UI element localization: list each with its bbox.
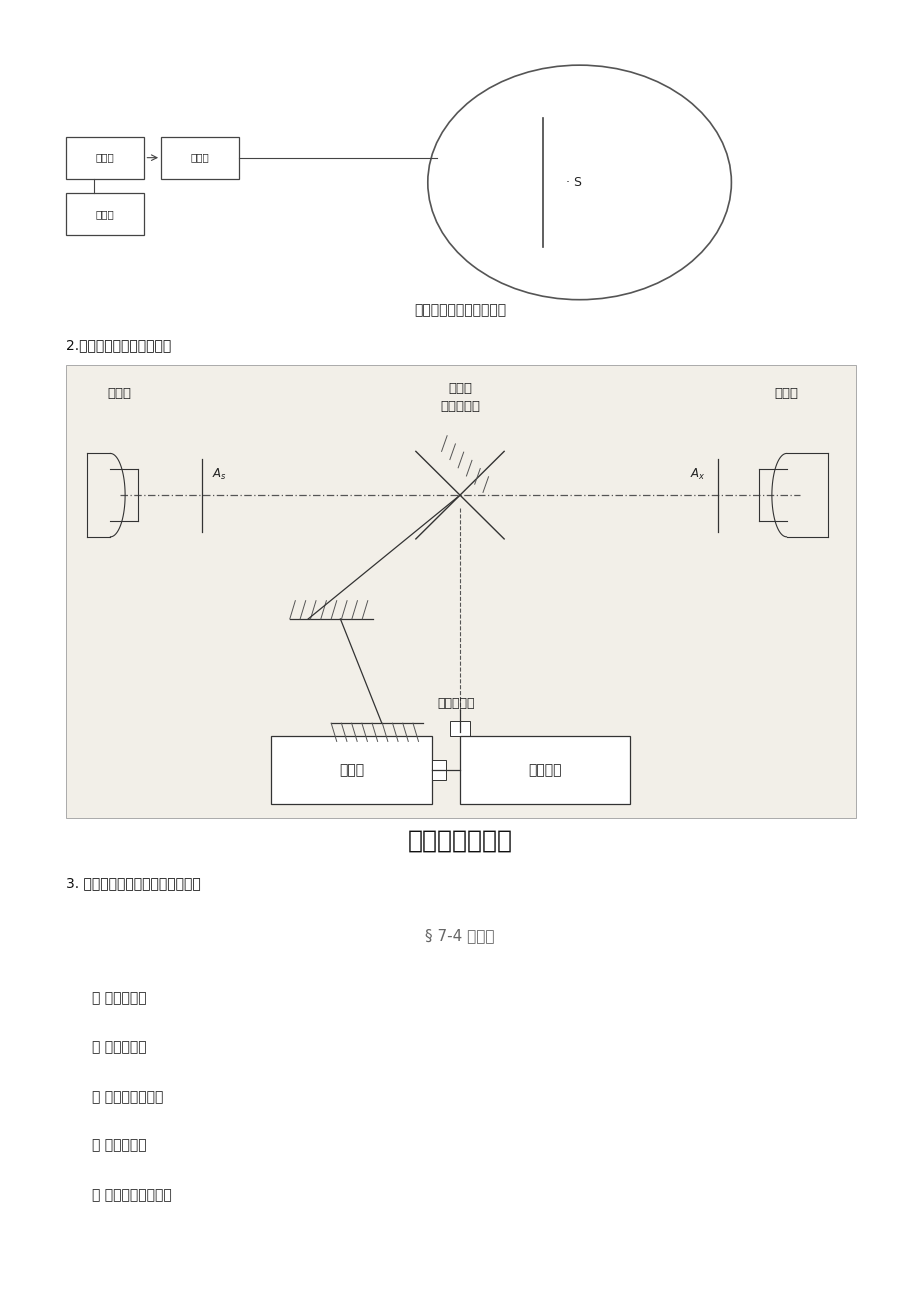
Bar (161, 137, 239, 179)
Text: § 7-4 滤光器: § 7-4 滤光器 (425, 928, 494, 943)
Bar (437, 150, 448, 165)
Text: 凹面反射镜: 凹面反射镜 (437, 697, 474, 710)
Text: 显示仪: 显示仪 (96, 208, 115, 219)
Text: 单色仪: 单色仪 (339, 764, 364, 777)
Bar (432, 760, 446, 780)
Text: ？ 截止滤光片: ？ 截止滤光片 (92, 1041, 146, 1054)
Text: ？ 通带滤光片: ？ 通带滤光片 (92, 1139, 146, 1152)
Bar (449, 721, 470, 736)
Text: 测量装置示意图: 测量装置示意图 (407, 829, 512, 852)
Text: 测量系统: 测量系统 (528, 764, 562, 777)
Text: 2.绝对光谱功率分布的测量: 2.绝对光谱功率分布的测量 (66, 339, 171, 352)
Text: 单色仪: 单色仪 (190, 152, 210, 163)
Bar (66, 137, 144, 179)
Text: ？ 中性滤光片: ？ 中性滤光片 (92, 992, 146, 1005)
Text: 平面反射镶: 平面反射镶 (439, 400, 480, 413)
Text: 标准灯: 标准灯 (108, 387, 131, 400)
Bar (460, 736, 630, 804)
Text: 可转动: 可转动 (448, 382, 471, 395)
Text: 比较灯: 比较灯 (774, 387, 798, 400)
Text: $A_s$: $A_s$ (211, 466, 226, 482)
Text: ？ 着色玻璃滤光片: ？ 着色玻璃滤光片 (92, 1091, 164, 1104)
Text: ？ 干涉滤光片及其它: ？ 干涉滤光片及其它 (92, 1188, 172, 1201)
Text: $A_x$: $A_x$ (689, 466, 705, 482)
Text: · S: · S (565, 176, 581, 189)
Bar (66, 193, 144, 235)
Text: 接收器: 接收器 (96, 152, 115, 163)
Text: 3. 照相法测量光源的光谱功率分布: 3. 照相法测量光源的光谱功率分布 (66, 877, 200, 890)
Bar (271, 736, 432, 804)
Bar (66, 365, 855, 818)
Text: 光谱功率分布测量装置图: 光谱功率分布测量装置图 (414, 304, 505, 317)
Ellipse shape (427, 65, 731, 300)
